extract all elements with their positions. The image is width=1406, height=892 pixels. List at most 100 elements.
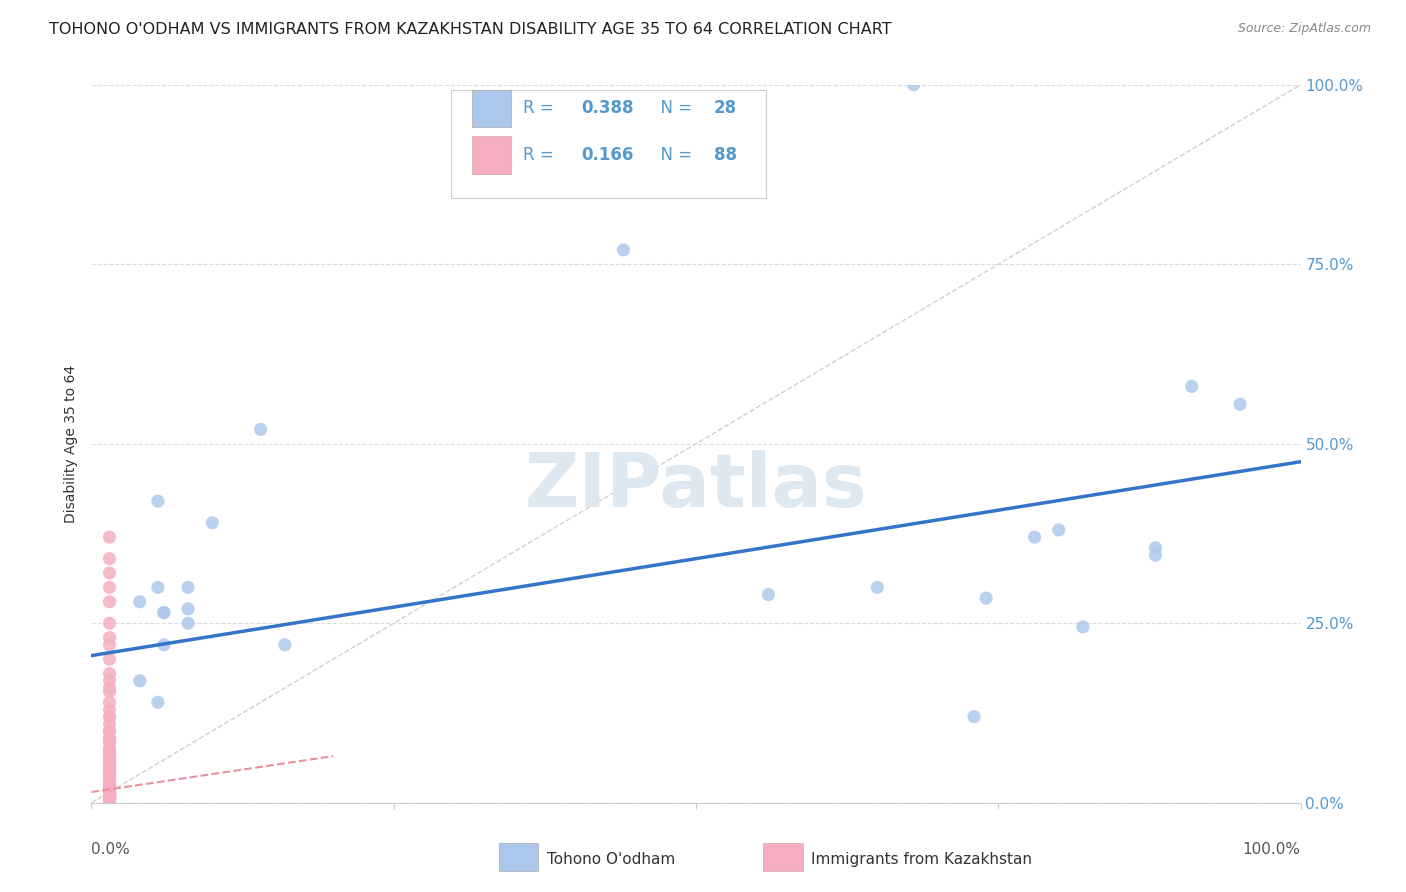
Point <box>98 785 121 799</box>
Point <box>146 581 169 595</box>
Text: N =: N = <box>650 99 697 118</box>
Point <box>98 756 121 771</box>
Point <box>98 792 121 806</box>
Point <box>98 695 121 709</box>
Point <box>98 781 121 796</box>
Point <box>98 771 121 785</box>
Point <box>974 591 997 606</box>
Point <box>98 792 121 806</box>
Point <box>98 789 121 803</box>
Point <box>98 792 121 806</box>
Point <box>98 749 121 764</box>
Point <box>98 785 121 799</box>
Point <box>146 695 169 709</box>
Point <box>98 666 121 681</box>
Point <box>98 749 121 764</box>
Text: R =: R = <box>523 99 560 118</box>
Point <box>98 778 121 792</box>
Point <box>153 606 176 620</box>
Text: 0.388: 0.388 <box>581 99 634 118</box>
Point <box>98 735 121 749</box>
Point <box>98 746 121 760</box>
Point <box>98 792 121 806</box>
Point <box>153 606 176 620</box>
Point <box>1144 541 1167 555</box>
Point <box>98 709 121 723</box>
Point <box>98 731 121 746</box>
Text: 100.0%: 100.0% <box>1243 842 1301 857</box>
Point <box>98 781 121 796</box>
Point <box>98 551 121 566</box>
Point <box>98 789 121 803</box>
Point <box>98 616 121 631</box>
Point <box>128 595 150 609</box>
Text: 88: 88 <box>714 146 737 164</box>
Point <box>98 673 121 688</box>
Point <box>153 638 176 652</box>
Point <box>98 789 121 803</box>
Text: R =: R = <box>523 146 560 164</box>
Point <box>98 792 121 806</box>
Text: Source: ZipAtlas.com: Source: ZipAtlas.com <box>1237 22 1371 36</box>
Point <box>98 638 121 652</box>
Point <box>866 581 889 595</box>
FancyBboxPatch shape <box>472 90 510 127</box>
Point <box>98 778 121 792</box>
Point <box>903 78 925 92</box>
Point <box>98 792 121 806</box>
Point <box>98 742 121 756</box>
Point <box>98 789 121 803</box>
Point <box>98 792 121 806</box>
Point <box>98 789 121 803</box>
Text: Immigrants from Kazakhstan: Immigrants from Kazakhstan <box>811 853 1032 867</box>
Point <box>1229 397 1251 411</box>
Point <box>98 764 121 778</box>
Point <box>98 767 121 781</box>
Point <box>177 581 200 595</box>
Point <box>98 530 121 544</box>
Point <box>98 767 121 781</box>
Point <box>98 581 121 595</box>
Point <box>98 792 121 806</box>
Point <box>98 760 121 774</box>
Text: 0.0%: 0.0% <box>91 842 131 857</box>
Point <box>98 789 121 803</box>
Text: TOHONO O'ODHAM VS IMMIGRANTS FROM KAZAKHSTAN DISABILITY AGE 35 TO 64 CORRELATION: TOHONO O'ODHAM VS IMMIGRANTS FROM KAZAKH… <box>49 22 891 37</box>
Point <box>98 781 121 796</box>
Point <box>98 724 121 739</box>
Point <box>98 735 121 749</box>
Point <box>98 753 121 767</box>
Point <box>98 702 121 716</box>
Y-axis label: Disability Age 35 to 64: Disability Age 35 to 64 <box>65 365 79 523</box>
Text: 28: 28 <box>714 99 737 118</box>
FancyBboxPatch shape <box>450 90 766 198</box>
Text: Tohono O'odham: Tohono O'odham <box>547 853 675 867</box>
Point <box>128 673 150 688</box>
Point <box>98 724 121 739</box>
Point <box>98 774 121 789</box>
Point <box>98 785 121 799</box>
Point <box>1071 620 1094 634</box>
Point <box>98 774 121 789</box>
Point <box>98 792 121 806</box>
Point <box>612 243 634 257</box>
Point <box>98 785 121 799</box>
Point <box>98 716 121 731</box>
Point <box>1024 530 1046 544</box>
Point <box>98 631 121 645</box>
Text: 0.166: 0.166 <box>581 146 634 164</box>
Point <box>98 785 121 799</box>
Point <box>98 785 121 799</box>
Point <box>98 771 121 785</box>
Point <box>98 756 121 771</box>
Point <box>177 616 200 631</box>
Text: ZIPatlas: ZIPatlas <box>524 450 868 524</box>
Point <box>98 792 121 806</box>
Point <box>249 422 271 436</box>
Point <box>98 760 121 774</box>
Point <box>98 731 121 746</box>
Point <box>98 781 121 796</box>
Point <box>98 566 121 580</box>
Point <box>98 792 121 806</box>
Point <box>98 789 121 803</box>
